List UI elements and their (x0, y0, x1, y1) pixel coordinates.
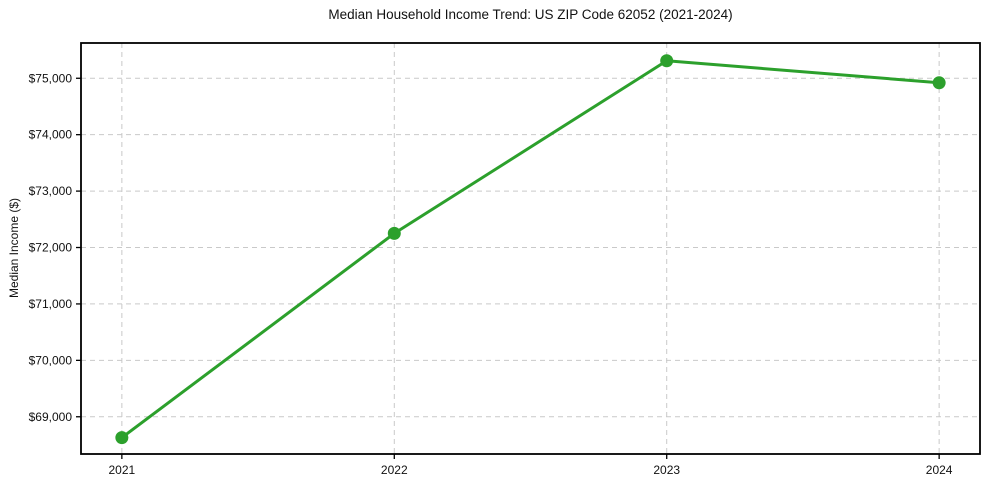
x-tick-label: 2021 (109, 463, 136, 477)
y-tick-label: $70,000 (29, 353, 73, 367)
data-point-marker (115, 431, 129, 445)
y-tick-label: $73,000 (29, 184, 73, 198)
y-tick-label: $69,000 (29, 410, 73, 424)
y-tick-label: $74,000 (29, 128, 73, 142)
y-tick-label: $75,000 (29, 71, 73, 85)
plot-border (80, 42, 981, 455)
y-tick-label: $71,000 (29, 297, 73, 311)
data-point-marker (932, 76, 946, 90)
x-tick-label: 2022 (381, 463, 408, 477)
x-tick-label: 2024 (926, 463, 953, 477)
data-point-marker (387, 226, 401, 240)
income-trend-line (120, 59, 941, 440)
y-tick-label: $72,000 (29, 241, 73, 255)
x-tick-label: 2023 (653, 463, 680, 477)
chart-title: Median Household Income Trend: US ZIP Co… (328, 7, 733, 22)
data-point-marker (660, 54, 674, 68)
